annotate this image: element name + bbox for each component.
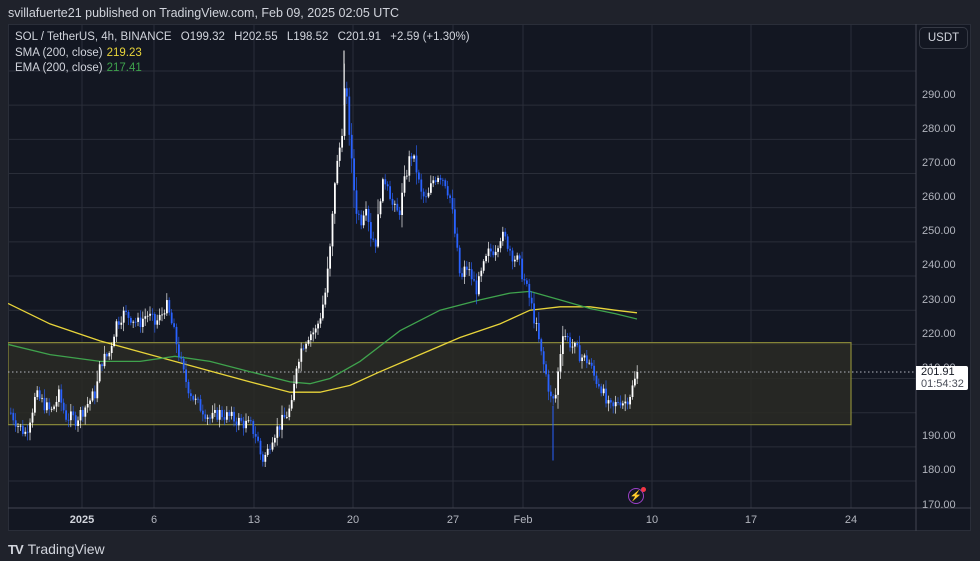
last-price-value: 201.91 xyxy=(921,366,955,378)
time-tick: Feb xyxy=(513,514,533,526)
symbol-label[interactable]: SOL / TetherUS, 4h, BINANCE xyxy=(15,31,172,43)
price-tick: 250.00 xyxy=(922,225,956,238)
sma-200-line xyxy=(8,302,638,393)
price-tick: 230.00 xyxy=(922,293,956,306)
price-tick: 180.00 xyxy=(922,464,956,477)
ema-200-line xyxy=(8,290,638,385)
price-tick: 240.00 xyxy=(922,259,956,272)
brand-name: TradingView xyxy=(27,541,105,557)
price-tick: 170.00 xyxy=(922,498,956,511)
tradingview-logo-icon: TV xyxy=(8,541,24,557)
time-tick: 20 xyxy=(346,514,360,526)
price-tick: 280.00 xyxy=(922,122,956,135)
grid-lines xyxy=(8,24,916,508)
chart-plot[interactable] xyxy=(8,24,971,531)
time-tick: 6 xyxy=(150,514,158,526)
time-tick: 13 xyxy=(247,514,261,526)
high-value: H202.55 xyxy=(234,31,278,43)
price-tick: 260.00 xyxy=(922,191,956,203)
currency-button[interactable]: USDT xyxy=(919,27,968,49)
time-tick: 17 xyxy=(744,514,758,526)
notification-dot-icon xyxy=(641,487,646,492)
sma-row[interactable]: SMA (200, close) 219.23 xyxy=(15,46,470,62)
candlestick-series xyxy=(10,50,639,467)
close-value: C201.91 xyxy=(337,31,382,43)
lightning-icon[interactable]: ⚡ xyxy=(628,488,644,504)
time-tick: 24 xyxy=(844,514,858,526)
price-tick: 220.00 xyxy=(922,327,956,340)
publisher-line: svillafuerte21 published on TradingView.… xyxy=(8,6,399,20)
symbol-row: SOL / TetherUS, 4h, BINANCE O199.32 H202… xyxy=(15,30,470,46)
footer-brand[interactable]: TV TradingView xyxy=(8,541,105,557)
change-value: +2.59 (+1.30%) xyxy=(390,31,470,43)
low-value: L198.52 xyxy=(286,31,329,43)
sma-value: 219.23 xyxy=(106,46,142,59)
support-zone[interactable] xyxy=(8,342,852,426)
price-tick: 290.00 xyxy=(922,88,956,101)
last-price-label: 201.91 01:54:32 xyxy=(916,366,968,390)
price-tick: 270.00 xyxy=(922,156,956,169)
sma-label: SMA (200, close) xyxy=(15,46,103,59)
ema-row[interactable]: EMA (200, close) 217.41 xyxy=(15,61,470,77)
open-value: O199.32 xyxy=(180,31,225,43)
price-tick: 190.00 xyxy=(922,430,956,443)
time-tick: 2025 xyxy=(69,514,95,526)
time-tick: 27 xyxy=(446,514,460,526)
ema-label: EMA (200, close) xyxy=(15,62,103,74)
chart-legend: SOL / TetherUS, 4h, BINANCE O199.32 H202… xyxy=(15,30,470,77)
candle-countdown: 01:54:32 xyxy=(921,378,964,390)
ema-value: 217.41 xyxy=(106,62,142,74)
time-tick: 10 xyxy=(645,514,659,526)
